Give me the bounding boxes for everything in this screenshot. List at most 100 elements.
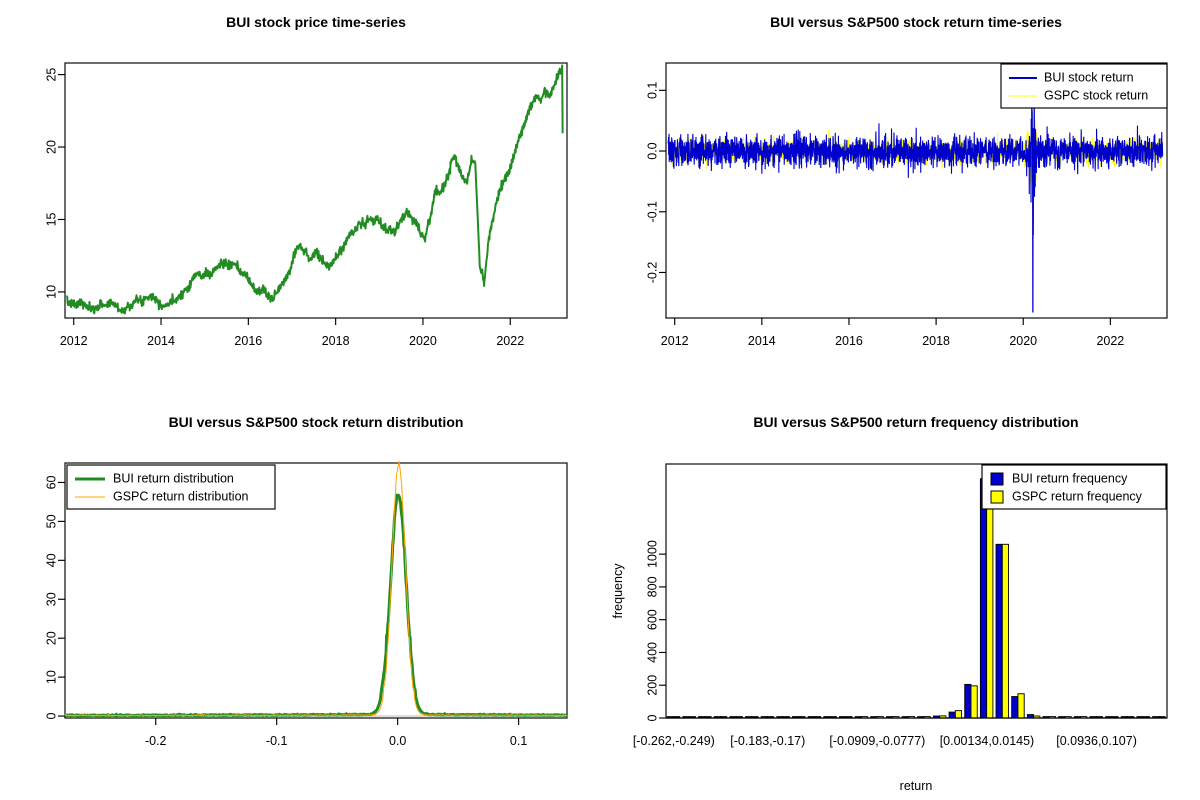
x-tick-label: -0.1 (266, 734, 288, 748)
bar-bui-21 (995, 543, 1003, 718)
legend-box (981, 464, 1167, 510)
legend-label-1: GSPC return frequency (1012, 489, 1143, 503)
y-tick-label: 400 (645, 642, 659, 663)
bar-gspc-15 (907, 716, 916, 718)
x-tick-label: [0.0936,0.107) (1056, 734, 1137, 748)
plot-frame (665, 62, 1168, 319)
bar-gspc-2 (704, 716, 712, 718)
legend-label-0: BUI return distribution (113, 471, 234, 485)
y-tick-label: 10 (44, 285, 58, 299)
x-tick-label: 2018 (922, 334, 950, 348)
bar-gspc-30 (1142, 716, 1150, 718)
legend-label-1: GSPC stock return (1044, 88, 1148, 102)
panel-title: BUI versus S&P500 stock return time-seri… (770, 14, 1062, 30)
x-tick-label: 2014 (748, 334, 776, 348)
y-tick-label: 0.0 (645, 142, 659, 159)
y-tick-label: 0.1 (645, 82, 659, 99)
bar-gspc-8 (798, 716, 806, 718)
y-tick-label: 200 (645, 675, 659, 696)
plot-frame (64, 62, 568, 319)
x-tick-label: 2012 (60, 334, 88, 348)
x-tick-label: [-0.183,-0.17) (730, 734, 805, 748)
bar-gspc-29 (1127, 716, 1135, 718)
bar-bui-22 (1011, 696, 1019, 718)
legend-label-1: GSPC return distribution (113, 489, 249, 503)
plot-frame (64, 462, 568, 719)
bar-gspc-3 (720, 716, 728, 718)
x-tick-label: 2022 (496, 334, 524, 348)
bar-gspc-31 (1158, 716, 1166, 718)
x-tick-label: [0.00134,0.0145) (940, 734, 1035, 748)
bar-gspc-26 (1080, 716, 1088, 718)
panel-title: BUI stock price time-series (226, 14, 406, 30)
bar-gspc-6 (766, 716, 775, 718)
y-tick-label: -0.1 (645, 201, 659, 223)
bar-bui-20 (979, 478, 988, 718)
x-axis-title: return (900, 779, 933, 793)
y-tick-label: 30 (44, 592, 58, 606)
bui-gspc-return-chart: BUI versus S&P500 stock return time-seri… (645, 14, 1168, 348)
bar-gspc-13 (876, 716, 884, 718)
bar-gspc-4 (735, 716, 743, 718)
bar-gspc-21 (1001, 543, 1010, 718)
legend: BUI return distribution GSPC return distr… (66, 464, 276, 510)
legend: BUI stock return GSPC stock return (1000, 63, 1168, 109)
y-tick-label: 20 (44, 631, 58, 645)
y-tick-label: 40 (44, 553, 58, 567)
y-tick-label: -0.2 (645, 262, 659, 284)
x-tick-label: 2016 (234, 334, 262, 348)
bar-gspc-1 (688, 716, 696, 718)
bar-gspc-16 (923, 716, 931, 718)
return-series-group (667, 88, 1164, 313)
bar-gspc-12 (860, 716, 869, 718)
x-tick-label: 0.1 (510, 734, 527, 748)
x-tick-label: 2014 (147, 334, 175, 348)
bar-bui-19 (964, 683, 972, 718)
bar-gspc-22 (1017, 693, 1025, 718)
panel-bui-gspc-return-timeseries: BUI versus S&P500 stock return time-seri… (600, 0, 1200, 400)
panel-bui-gspc-return-frequency: BUI versus S&P500 return frequency distr… (600, 400, 1200, 800)
panel-title: BUI versus S&P500 stock return distribut… (169, 414, 464, 430)
x-tick-label: 2020 (1009, 334, 1037, 348)
panel-bui-price-timeseries: BUI stock price time-series 10 15 20 25 2012 2… (0, 0, 600, 400)
legend-swatch-0 (990, 472, 1004, 486)
y-tick-label: 25 (44, 68, 58, 82)
x-tick-label: -0.2 (145, 734, 167, 748)
bar-gspc-11 (845, 716, 853, 718)
x-tick-label: 2018 (322, 334, 350, 348)
y-tick-label: 600 (645, 609, 659, 630)
bar-gspc-28 (1111, 716, 1119, 718)
y-tick-label: 10 (44, 670, 58, 684)
panel-bui-gspc-return-distribution: BUI versus S&P500 stock return distribut… (0, 400, 600, 800)
bui-density-line (64, 493, 568, 718)
bar-gspc-24 (1048, 716, 1056, 718)
bar-gspc-19 (970, 685, 978, 718)
x-tick-label: 2016 (835, 334, 863, 348)
y-tick-label: 800 (645, 576, 659, 597)
bar-gspc-25 (1064, 716, 1072, 718)
x-tick-label: 2020 (409, 334, 437, 348)
y-tick-label: 60 (44, 475, 58, 489)
legend-swatch-1 (990, 490, 1004, 504)
bar-bui-18 (948, 711, 956, 718)
y-axis-title: frequency (611, 563, 625, 619)
y-tick-label: 1000 (645, 540, 659, 568)
x-tick-label: 2022 (1096, 334, 1124, 348)
x-tick-label: 2012 (661, 334, 689, 348)
y-tick-label: 0 (44, 713, 58, 720)
y-tick-label: 0 (645, 714, 659, 721)
bar-gspc-10 (829, 716, 837, 718)
legend-box (66, 464, 276, 510)
bui-price-chart: BUI stock price time-series 10 15 20 25 2012 2… (44, 14, 568, 348)
legend-box (1000, 63, 1168, 109)
bars-group (666, 465, 1166, 718)
legend-label-0: BUI stock return (1044, 70, 1134, 84)
bar-gspc-9 (813, 716, 822, 718)
bar-gspc-27 (1095, 716, 1103, 718)
x-tick-label: [-0.262,-0.249) (633, 734, 715, 748)
legend: BUI return frequency GSPC return frequenc… (981, 464, 1167, 510)
bui-gspc-frequency-chart: BUI versus S&P500 return frequency distr… (611, 414, 1168, 793)
panel-title: BUI versus S&P500 return frequency distr… (753, 414, 1078, 430)
y-tick-label: 50 (44, 514, 58, 528)
